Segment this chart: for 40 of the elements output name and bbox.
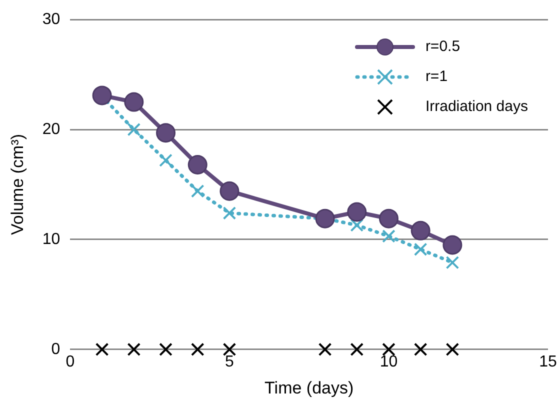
point	[190, 184, 204, 198]
y-axis-title: Volume (cm³)	[8, 134, 27, 236]
point	[92, 86, 112, 106]
point	[350, 342, 364, 356]
point	[350, 218, 364, 232]
point	[159, 154, 172, 167]
x-tick-label: 0	[66, 353, 75, 370]
point	[188, 154, 208, 174]
point	[124, 92, 144, 112]
y-tick-label: 10	[42, 230, 60, 248]
point	[190, 342, 204, 356]
x-tick-label: 10	[380, 353, 398, 370]
point	[159, 342, 172, 356]
y-tick-label: 0	[51, 340, 60, 358]
point	[318, 342, 332, 356]
point	[446, 342, 460, 356]
point	[446, 256, 460, 270]
legend-label: r=1	[425, 68, 448, 86]
x-tick-label: 15	[539, 353, 557, 370]
point	[95, 342, 109, 356]
point	[220, 181, 240, 201]
point	[414, 242, 428, 256]
point	[382, 230, 396, 243]
point	[222, 206, 236, 220]
point	[442, 235, 462, 255]
y-tick-label: 20	[42, 120, 60, 138]
point	[378, 208, 398, 228]
point	[127, 122, 141, 136]
point	[410, 220, 430, 240]
point	[347, 202, 367, 222]
point	[156, 123, 176, 143]
legend-label: Irradiation days	[425, 98, 528, 116]
x-tick-label: 5	[225, 353, 234, 370]
point	[414, 342, 428, 356]
point	[315, 208, 335, 228]
legend-label: r=0.5	[425, 38, 460, 56]
point	[127, 342, 141, 356]
y-tick-label: 30	[42, 11, 60, 28]
x-axis-title: Time (days)	[264, 378, 354, 398]
point	[222, 342, 236, 356]
